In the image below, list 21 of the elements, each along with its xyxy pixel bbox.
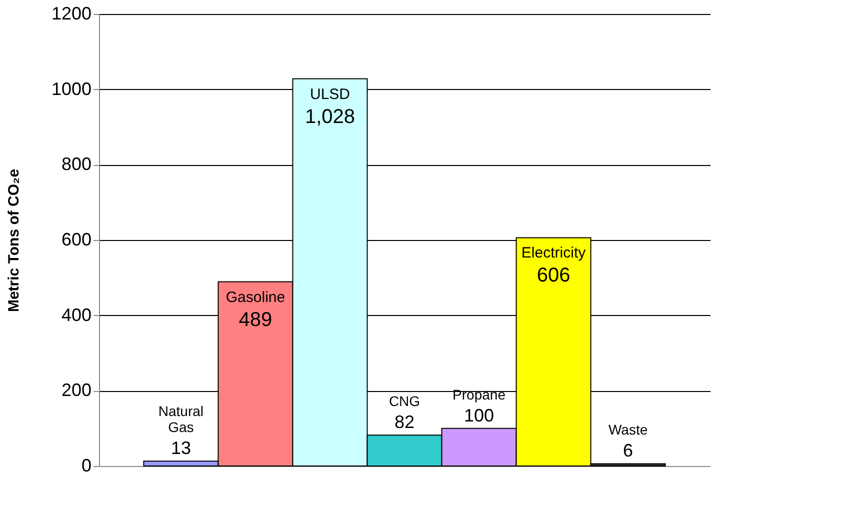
data-label: 489 [238, 308, 272, 331]
y-tick-label: 1000 [51, 78, 92, 99]
x-tick-label: CNG [388, 393, 420, 410]
x-tick-label: Waste [608, 422, 648, 438]
y-tick-label: 600 [61, 230, 92, 250]
y-tick-label: 800 [61, 154, 92, 174]
x-tick-label: Natural Gas [158, 403, 204, 436]
data-label: 100 [464, 405, 494, 426]
y-tick-label: 400 [61, 304, 92, 325]
y-tick-label: 200 [61, 380, 92, 400]
data-label: 1,028 [304, 106, 356, 128]
y-tick-label: 1200 [51, 4, 92, 24]
data-label: 82 [394, 412, 415, 432]
y-axis-title: Metric Tons of CO₂e [5, 168, 22, 312]
x-tick-label: ULSD [310, 86, 350, 103]
data-label: 13 [170, 438, 191, 458]
x-tick-label: Gasoline [226, 288, 286, 306]
data-label: 606 [536, 264, 570, 287]
data-label: 6 [623, 440, 634, 461]
x-tick-label: Electricity [521, 244, 586, 262]
y-tick-label: 0 [81, 456, 92, 476]
